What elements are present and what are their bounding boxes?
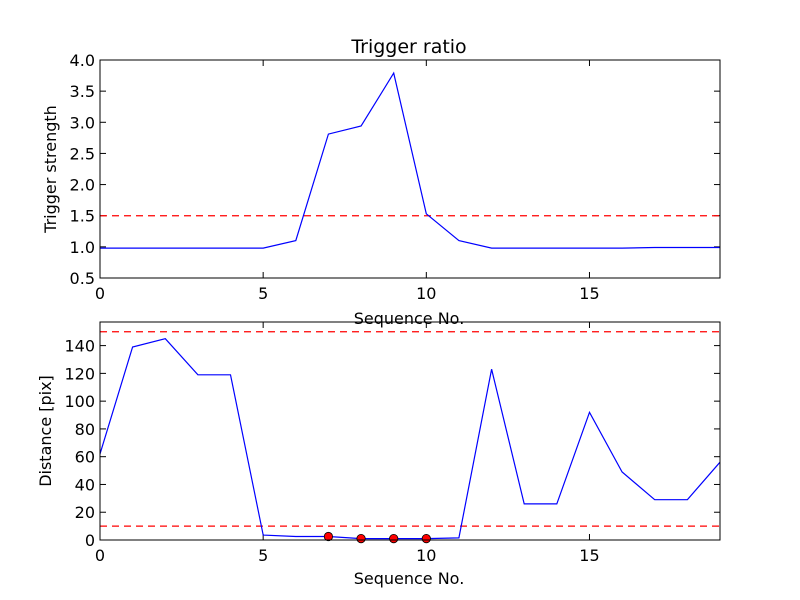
tick-group: 0 5 10 15 0.5 1.0 1.5 2.0 2.5 3.0 3.5 4.0 [70, 51, 720, 303]
y-axis-label: Trigger strength [41, 105, 60, 234]
y-tick-label: 3.5 [70, 82, 95, 101]
y-tick-label: 100 [64, 392, 95, 411]
data-marker [356, 534, 366, 544]
x-tick-label: 10 [416, 284, 436, 303]
x-tick-label: 0 [95, 546, 105, 565]
y-tick-label: 4.0 [70, 51, 95, 70]
y-tick-label: 140 [64, 337, 95, 356]
y-tick-label: 1.5 [70, 207, 95, 226]
y-tick-label: 40 [75, 475, 95, 494]
y-tick-label: 60 [75, 448, 95, 467]
y-tick-label: 0.5 [70, 269, 95, 288]
x-tick-label: 5 [258, 284, 268, 303]
y-axis-label: Distance [pix] [36, 375, 55, 487]
y-tick-label: 20 [75, 503, 95, 522]
plot-area [99, 331, 721, 544]
data-marker [323, 531, 334, 542]
x-tick-label: 10 [416, 546, 436, 565]
series-line [100, 71, 720, 249]
y-tick-label: 2.5 [70, 144, 95, 163]
y-tick-label: 3.0 [70, 113, 95, 132]
x-axis-label: Sequence No. [354, 309, 465, 328]
x-tick-label: 15 [579, 546, 599, 565]
series-line [99, 338, 721, 540]
distance-axes: Sequence No. Distance [pix] 0 5 10 15 0 20 40 6… [36, 321, 721, 588]
chart-title: Trigger ratio [350, 36, 466, 58]
y-tick-label: 2.0 [70, 176, 95, 195]
tick-group: 0 5 10 15 0 20 40 60 80 100 120 140 [64, 322, 720, 565]
x-tick-label: 5 [258, 546, 268, 565]
trigger-ratio-axes: Trigger ratio Sequence No. Trigger stren… [41, 36, 721, 328]
data-marker [389, 534, 399, 544]
y-tick-label: 80 [75, 420, 95, 439]
y-tick-label: 1.0 [70, 238, 95, 257]
y-tick-label: 0 [85, 531, 95, 550]
x-axis-label: Sequence No. [354, 569, 465, 588]
x-tick-label: 0 [95, 284, 105, 303]
axes-frame [99, 59, 721, 279]
plot-area [100, 71, 720, 249]
x-tick-label: 15 [579, 284, 599, 303]
axes-frame [99, 321, 721, 541]
data-marker [421, 534, 431, 544]
y-tick-label: 120 [64, 364, 95, 383]
